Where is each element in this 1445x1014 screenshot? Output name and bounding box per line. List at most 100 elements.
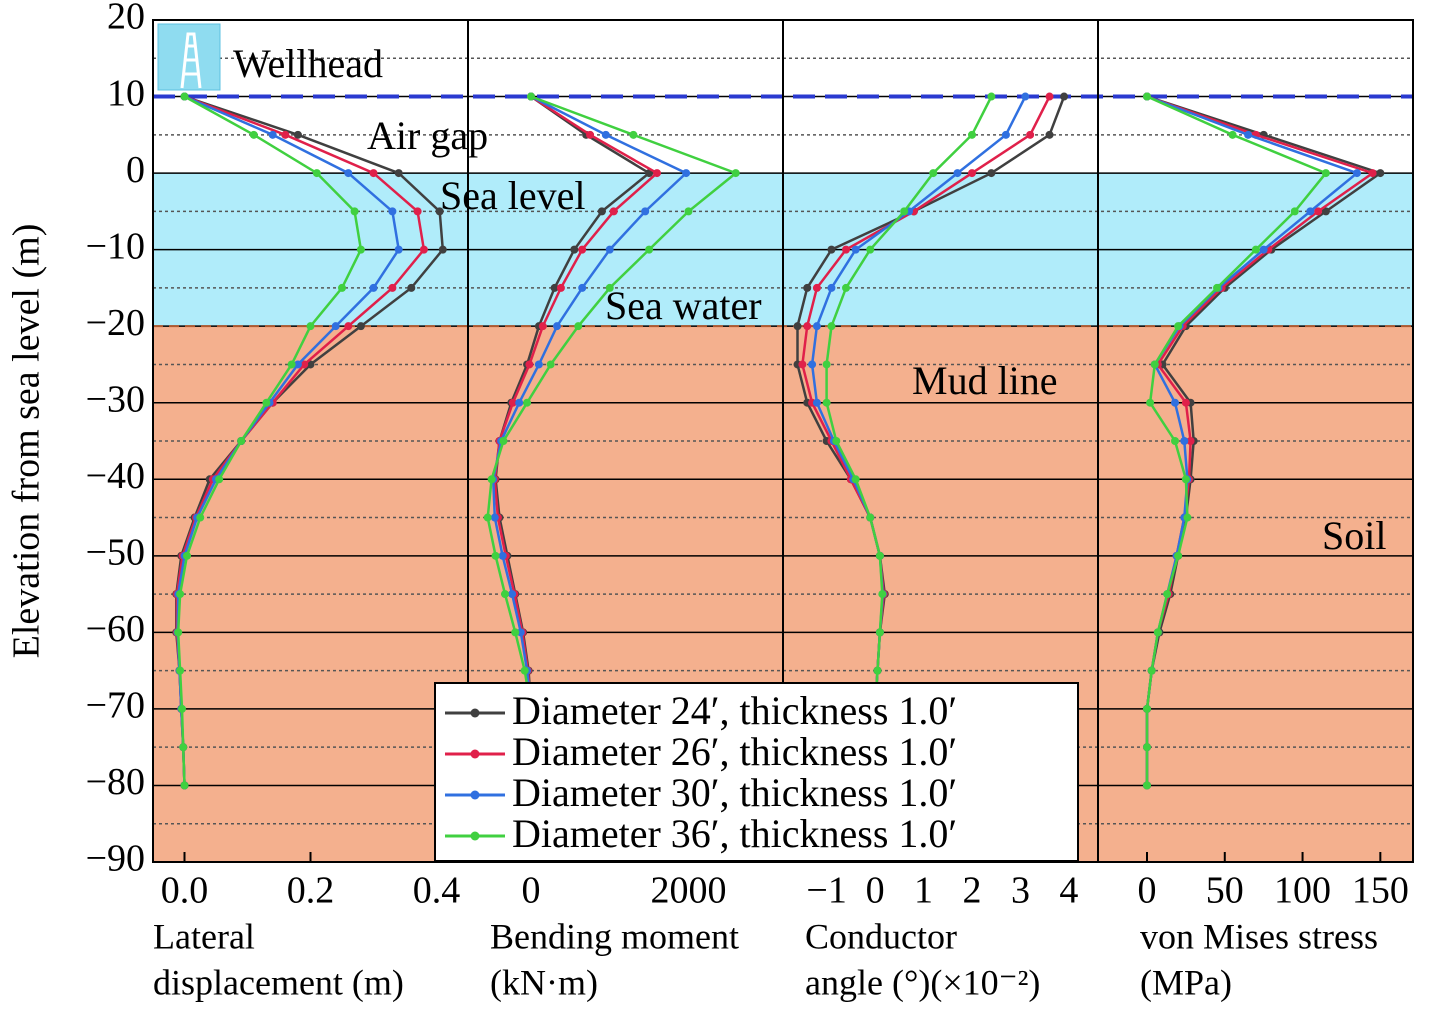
series-point xyxy=(1147,666,1156,675)
series-point xyxy=(1259,245,1268,254)
series-point xyxy=(812,283,821,292)
series-point xyxy=(1180,437,1189,445)
legend-label: Diameter 24′, thickness 1.0′ xyxy=(512,688,957,733)
legend-marker xyxy=(470,831,480,841)
series-point xyxy=(331,322,340,331)
series-point xyxy=(682,169,691,178)
series-point xyxy=(574,322,583,331)
series-point xyxy=(1174,551,1183,560)
series-point xyxy=(176,666,185,675)
series-point xyxy=(196,513,205,522)
series-point xyxy=(803,322,812,331)
series-point xyxy=(1321,169,1330,178)
series-point xyxy=(1001,130,1010,139)
series-point xyxy=(827,322,836,331)
series-point xyxy=(249,130,258,139)
series-point xyxy=(597,207,606,216)
wellhead-icon-tower xyxy=(180,32,202,89)
series-point xyxy=(808,360,817,369)
series-point xyxy=(511,628,520,637)
series-point xyxy=(287,360,296,369)
series-point xyxy=(508,590,517,599)
series-point xyxy=(1213,283,1221,292)
series-point xyxy=(1021,92,1030,101)
series-point xyxy=(842,245,850,254)
series-point xyxy=(356,322,365,331)
x-tick-label: 2000 xyxy=(651,870,727,912)
series-point xyxy=(180,781,189,790)
series-point xyxy=(851,245,860,254)
series-point xyxy=(179,743,188,752)
series-point xyxy=(525,360,534,369)
series-point xyxy=(731,169,740,178)
series-point xyxy=(1181,475,1190,484)
series-point xyxy=(515,398,524,407)
series-point xyxy=(262,398,271,407)
x-tick-label: 50 xyxy=(1206,870,1244,912)
series-point xyxy=(490,513,499,522)
series-point xyxy=(413,207,422,216)
series-point xyxy=(873,666,882,675)
x-tick-label: 0 xyxy=(1138,870,1157,912)
series-point xyxy=(520,666,529,675)
legend-label: Diameter 26′, thickness 1.0′ xyxy=(512,729,957,774)
series-point xyxy=(586,130,595,139)
series-point xyxy=(516,628,525,637)
series-point xyxy=(1251,245,1260,254)
series-point xyxy=(827,245,836,254)
legend-label: Diameter 36′, thickness 1.0′ xyxy=(512,811,957,856)
series-point xyxy=(523,398,532,407)
series-point xyxy=(1143,704,1151,713)
series-point xyxy=(842,283,850,292)
series-point xyxy=(1026,130,1035,139)
series-point xyxy=(605,283,614,292)
series-point xyxy=(1314,207,1323,216)
series-point xyxy=(556,283,565,292)
series-point xyxy=(394,245,403,254)
x-tick-label: 0 xyxy=(522,870,541,912)
series-point xyxy=(878,590,887,599)
series-point xyxy=(1376,169,1385,178)
series-point xyxy=(1353,169,1361,178)
series-point xyxy=(1368,169,1377,178)
series-point xyxy=(929,169,938,178)
y-tick-label: −20 xyxy=(86,302,145,344)
series-point xyxy=(237,437,246,445)
y-tick-label: −10 xyxy=(86,225,145,267)
series-point xyxy=(1045,92,1054,101)
series-point xyxy=(629,130,638,139)
series-point xyxy=(605,245,614,254)
x-axis-label: Bending moment xyxy=(490,916,739,956)
series-point xyxy=(508,398,517,407)
y-axis-label: Elevation from sea level (m) xyxy=(6,224,48,659)
series-point xyxy=(501,590,510,599)
annotation: Soil xyxy=(1322,513,1386,558)
annotation: Mud line xyxy=(912,358,1058,403)
series-point xyxy=(609,207,618,216)
series-point xyxy=(268,130,277,139)
annotation: Sea level xyxy=(440,173,586,218)
series-point xyxy=(987,92,996,101)
series-point xyxy=(866,245,875,254)
series-point xyxy=(578,283,587,292)
legend-marker xyxy=(470,708,480,718)
x-tick-label: 0 xyxy=(866,870,885,912)
x-axis-label: displacement (m) xyxy=(153,962,404,1002)
series-point xyxy=(812,322,821,331)
series-point xyxy=(394,169,403,178)
series-point xyxy=(487,475,496,484)
annotation: Air gap xyxy=(367,113,488,158)
y-tick-label: 10 xyxy=(107,72,145,114)
y-tick-label: −30 xyxy=(86,378,145,420)
series-point xyxy=(183,551,192,560)
series-point xyxy=(1163,590,1172,599)
series-point xyxy=(1228,130,1237,139)
series-point xyxy=(1143,781,1151,790)
series-point xyxy=(300,360,309,369)
series-point xyxy=(1143,743,1151,752)
annotation: Wellhead xyxy=(233,41,383,86)
series-point xyxy=(306,360,315,369)
series-point xyxy=(344,322,353,331)
series-point xyxy=(822,360,831,369)
y-tick-label: 0 xyxy=(126,149,145,191)
